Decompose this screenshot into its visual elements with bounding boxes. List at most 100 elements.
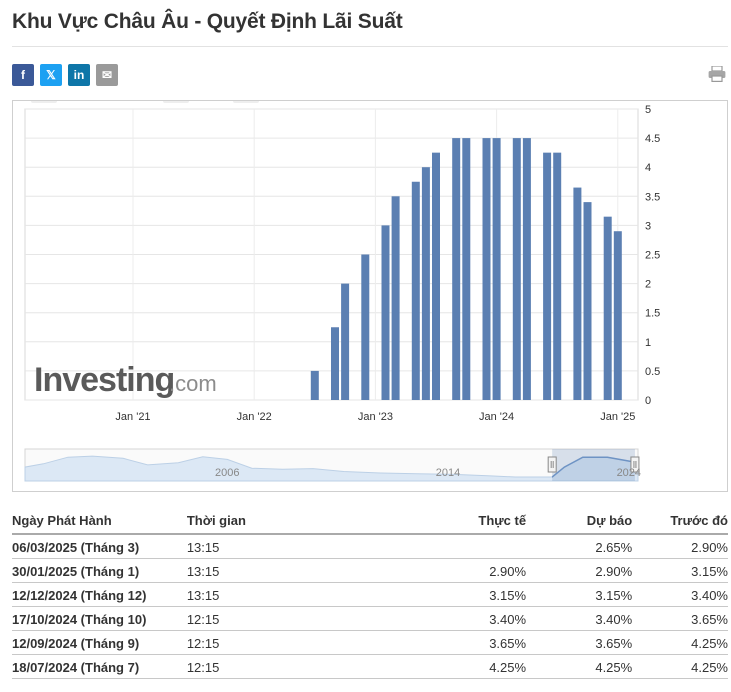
previous-cell: 4.25% [632,654,728,679]
actual-cell: 3.15% [342,582,527,607]
release-date-cell: 17/10/2024 (Tháng 10) [12,606,187,631]
bar [331,327,339,400]
facebook-icon: f [21,68,25,82]
range-navigator[interactable]: 2006 2014 2024 [24,448,641,482]
table-row: 12/09/2024 (Tháng 9) 12:15 3.65% 3.65% 4… [12,630,728,655]
y-tick-label: 5 [645,104,651,116]
bar [411,181,420,400]
svg-text:.com: .com [169,371,217,396]
navigator-handle[interactable] [547,456,557,473]
navigator-handle[interactable] [630,456,640,473]
bar [613,231,622,400]
bar [391,196,400,400]
bar [381,225,390,400]
interest-rate-chart: Investing .com 0 0.5 1 1.5 2 2.5 3 3.5 4 4.5 5 Jan… [24,97,660,482]
actual-cell: 3.65% [342,630,527,655]
bar [553,152,562,400]
time-cell: 12:15 [186,630,343,655]
forecast-cell: 3.40% [526,606,633,631]
forecast-cell: 2.90% [526,558,633,583]
bar [573,187,582,400]
table-row: 06/03/2025 (Tháng 3) 13:15 2.65% 2.90% [12,534,728,559]
printer-icon[interactable] [708,66,726,82]
release-date-cell: 12/09/2024 (Tháng 9) [12,630,187,655]
bar [543,152,552,400]
y-tick-label: 0.5 [645,366,660,378]
previous-cell: 3.40% [632,582,728,607]
bar [361,254,370,400]
col-header-previous[interactable]: Trước đó [632,510,728,535]
bar [341,283,350,400]
release-history-table: Ngày Phát Hành Thời gian Thực tế Dự báo … [12,510,728,679]
navigator-label: 2024 [617,467,641,479]
x-tick-label: Jan '22 [237,411,272,423]
release-date-cell: 18/07/2024 (Tháng 7) [12,654,187,679]
chart-tabs-stub [31,97,259,103]
table-row: 12/12/2024 (Tháng 12) 13:15 3.15% 3.15% … [12,582,728,607]
forecast-cell: 4.25% [526,654,633,679]
investing-watermark: Investing .com [34,361,217,399]
linkedin-share-button[interactable]: in [68,64,90,86]
time-cell: 13:15 [186,534,343,559]
navigator-label: 2014 [436,467,460,479]
col-header-release-date[interactable]: Ngày Phát Hành [12,510,187,535]
x-tick-label: Jan '24 [479,411,514,423]
email-icon: ✉ [101,68,113,82]
actual-cell: 3.40% [342,606,527,631]
y-tick-label: 3 [645,220,651,232]
table-header-row: Ngày Phát Hành Thời gian Thực tế Dự báo … [12,510,728,535]
col-header-time[interactable]: Thời gian [186,510,343,535]
facebook-share-button[interactable]: f [12,64,34,86]
forecast-cell: 3.65% [526,630,633,655]
bar [512,138,521,400]
y-tick-label: 3.5 [645,191,660,203]
svg-text:Investing: Investing [34,361,174,399]
bar [310,370,319,400]
table-row: 18/07/2024 (Tháng 7) 12:15 4.25% 4.25% 4… [12,654,728,679]
previous-cell: 3.15% [632,558,728,583]
col-header-actual[interactable]: Thực tế [342,510,527,535]
table-row: 17/10/2024 (Tháng 10) 12:15 3.40% 3.40% … [12,606,728,631]
bar [432,152,440,400]
time-cell: 13:15 [186,582,343,607]
bar-series [310,138,622,400]
y-tick-label: 2 [645,279,651,291]
navigator-label: 2006 [215,467,239,479]
bar [492,138,501,400]
y-tick-label: 4 [645,162,651,174]
bar [583,202,592,400]
y-tick-label: 2.5 [645,250,660,262]
table-row: 30/01/2025 (Tháng 1) 13:15 2.90% 2.90% 3… [12,558,728,583]
bar [462,138,471,400]
x-axis-ticks: Jan '21 Jan '22 Jan '23 Jan '24 Jan '25 [115,411,635,423]
x-tick-label: Jan '23 [358,411,393,423]
time-cell: 12:15 [186,606,343,631]
twitter-share-button[interactable]: 𝕏 [40,64,62,86]
bar [421,167,430,400]
email-share-button[interactable]: ✉ [96,64,118,86]
previous-cell: 3.65% [632,606,728,631]
navigator-selection [552,449,635,481]
actual-cell [342,534,527,559]
twitter-x-icon: 𝕏 [46,68,56,82]
release-date-cell: 30/01/2025 (Tháng 1) [12,558,187,583]
time-cell: 12:15 [186,654,343,679]
chart-container: Investing .com 0 0.5 1 1.5 2 2.5 3 3.5 4 4.5 5 Jan… [12,97,728,492]
y-tick-label: 0 [645,395,651,407]
navigator-line [551,456,639,478]
release-date-cell: 12/12/2024 (Tháng 12) [12,582,187,607]
actual-cell: 2.90% [342,558,527,583]
col-header-forecast[interactable]: Dự báo [526,510,633,535]
title-divider [12,46,728,47]
bar [603,216,612,400]
page-title: Khu Vực Châu Âu - Quyết Định Lãi Suất [12,10,403,33]
y-tick-label: 4.5 [645,133,660,145]
x-tick-label: Jan '21 [115,411,150,423]
bar [452,138,461,400]
forecast-cell: 2.65% [526,534,633,559]
previous-cell: 2.90% [632,534,728,559]
bar [522,138,531,400]
release-date-cell: 06/03/2025 (Tháng 3) [12,534,187,559]
time-cell: 13:15 [186,558,343,583]
x-tick-label: Jan '25 [600,411,635,423]
